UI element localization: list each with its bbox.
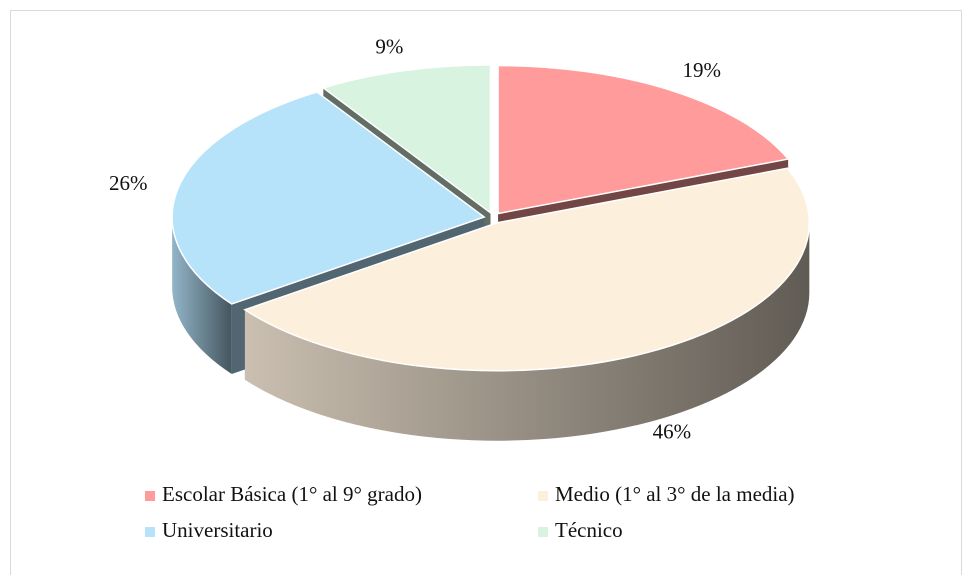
legend-swatch	[145, 491, 155, 501]
legend-label: Técnico	[555, 518, 623, 542]
legend-label: Escolar Básica (1° al 9° grado)	[162, 482, 422, 506]
pie-slice	[321, 64, 492, 215]
legend-label: Universitario	[162, 518, 273, 542]
pie-slice	[171, 91, 486, 305]
slice-wall	[172, 216, 232, 374]
pie-tops	[171, 64, 811, 372]
data-label: 26%	[109, 171, 148, 195]
data-label: 46%	[653, 419, 692, 443]
pie-slice	[243, 167, 811, 372]
legend-swatch	[538, 527, 548, 537]
slice-wall	[244, 222, 810, 441]
pie-slice	[497, 64, 790, 215]
legend-swatch	[145, 527, 155, 537]
data-label: 19%	[682, 58, 721, 82]
data-label: 9%	[375, 35, 403, 59]
legend-swatch	[538, 491, 548, 501]
legend-label: Medio (1° al 3° de la media)	[555, 482, 795, 506]
